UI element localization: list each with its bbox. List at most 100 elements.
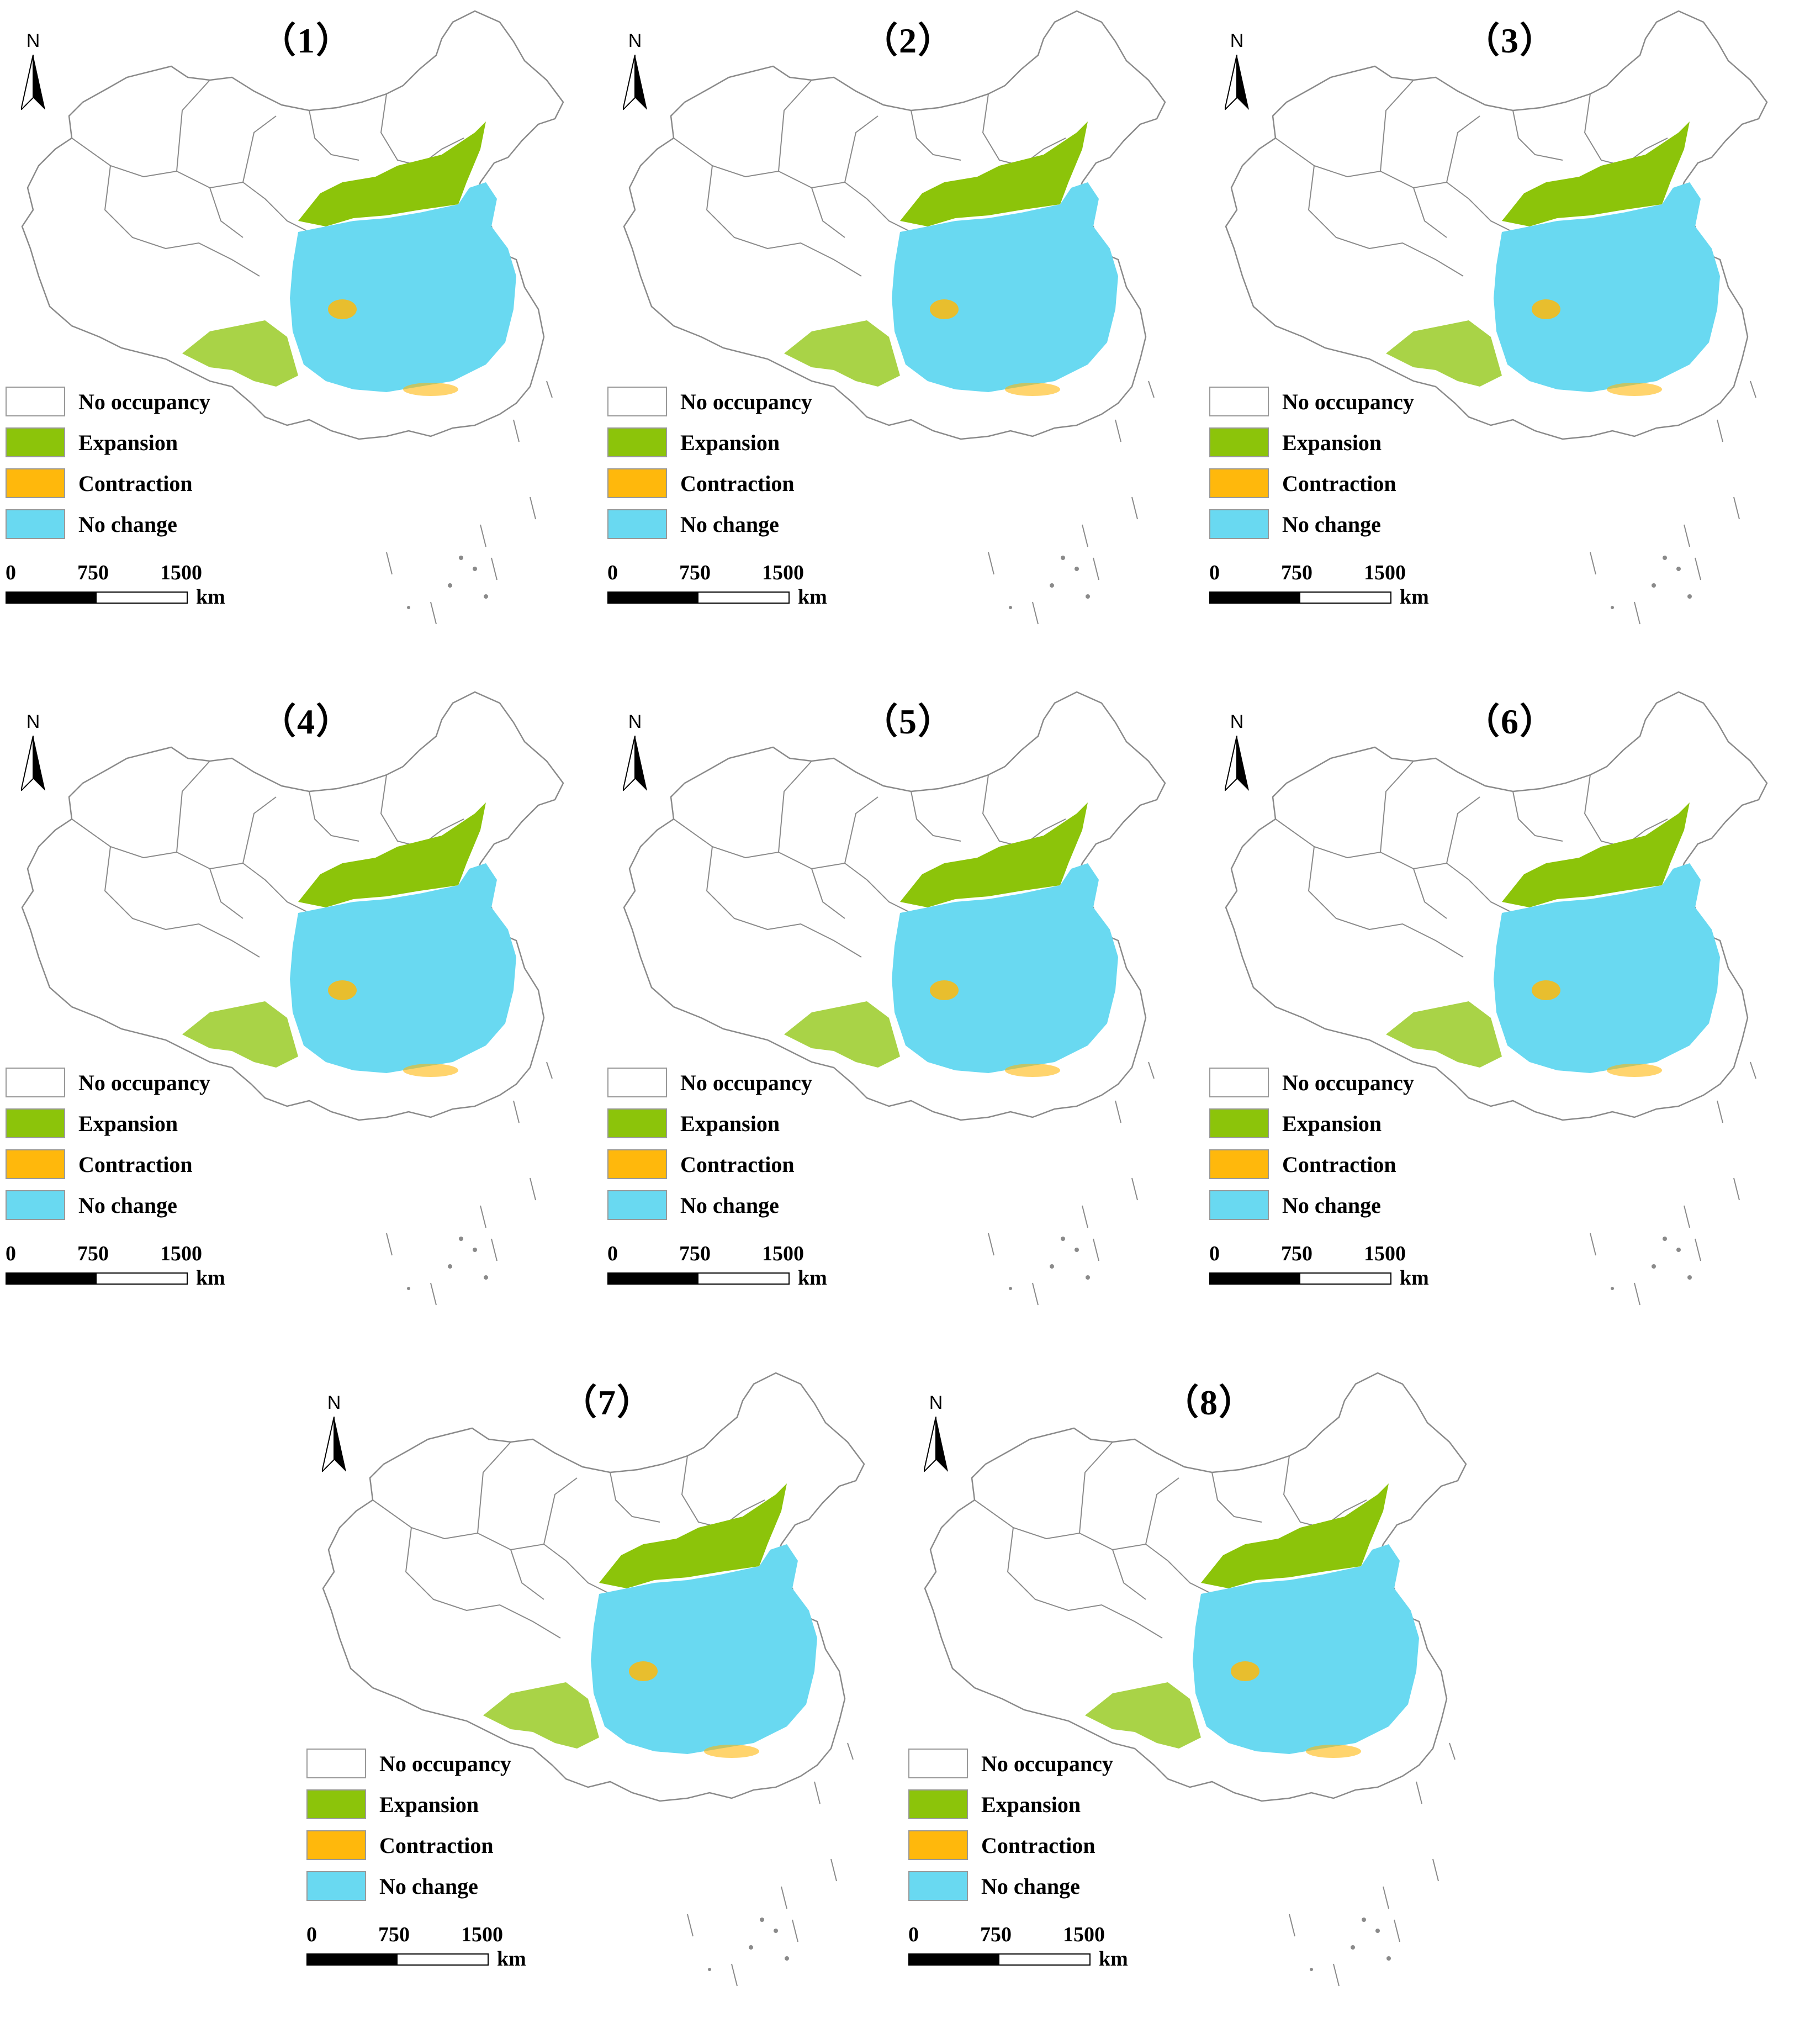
island xyxy=(1061,556,1065,560)
legend-label: No occupancy xyxy=(78,389,210,414)
no-change-area xyxy=(1193,1544,1419,1754)
legend-label: Expansion xyxy=(680,1111,780,1136)
contraction-patch xyxy=(1306,1745,1361,1758)
scale-bar-graphic xyxy=(306,1953,489,1966)
legend-label: No change xyxy=(1282,1193,1381,1218)
scale-bar: 0 750 1500 km xyxy=(306,1922,566,1972)
legend-label: Contraction xyxy=(1282,1152,1396,1177)
scale-tick: 1500 xyxy=(762,1242,804,1265)
legend-label: No change xyxy=(680,512,779,537)
legend-swatch xyxy=(908,1830,968,1860)
scale-tick: 750 xyxy=(679,561,711,584)
legend-swatch xyxy=(306,1789,366,1819)
scale-tick: 750 xyxy=(980,1923,1012,1946)
legend-label: No occupancy xyxy=(78,1070,210,1095)
island xyxy=(1375,1929,1380,1933)
scale-tick: 0 xyxy=(1209,561,1220,584)
scale-unit: km xyxy=(1400,585,1429,609)
island xyxy=(708,1968,711,1971)
north-arrow: N xyxy=(312,1392,356,1475)
north-arrow: N xyxy=(11,30,55,113)
contraction-patch xyxy=(629,1661,658,1681)
island xyxy=(1050,583,1054,588)
north-label: N xyxy=(628,711,642,732)
province-lines xyxy=(372,1441,765,1639)
legend-swatch xyxy=(6,427,65,457)
province-lines xyxy=(71,760,464,958)
north-arrow-icon xyxy=(21,736,45,791)
north-arrow: N xyxy=(613,30,657,113)
scale-tick: 1500 xyxy=(160,561,202,584)
island xyxy=(1663,1237,1667,1241)
legend-swatch xyxy=(6,1068,65,1097)
legend-swatch xyxy=(607,468,667,498)
scale-bar: 0 750 1500 km xyxy=(607,1242,867,1291)
expansion-area xyxy=(900,122,1088,226)
island xyxy=(1687,594,1692,599)
no-change-area xyxy=(290,182,516,392)
island xyxy=(407,606,410,609)
expansion-southwest xyxy=(1085,1682,1201,1749)
map-panel-1: （1） N No occupancy Expansion Contraction xyxy=(0,0,602,668)
legend-swatch xyxy=(607,1108,667,1138)
legend-label: Expansion xyxy=(680,430,780,455)
island-lines xyxy=(386,381,553,625)
legend-label: No change xyxy=(680,1193,779,1218)
contraction-patch xyxy=(1005,1064,1060,1077)
contraction-patch xyxy=(328,980,357,1000)
province-lines xyxy=(974,1441,1367,1639)
expansion-area xyxy=(599,1483,787,1588)
scale-unit: km xyxy=(196,1266,225,1290)
legend-swatch xyxy=(1209,387,1269,416)
contraction-patch xyxy=(1532,299,1560,319)
legend-label: Expansion xyxy=(78,1111,178,1136)
island xyxy=(1009,606,1012,609)
scale-bar: 0 750 1500 km xyxy=(6,1242,265,1291)
legend-label: No occupancy xyxy=(680,389,812,414)
legend-swatch xyxy=(6,1149,65,1179)
north-arrow-icon xyxy=(924,1417,948,1472)
legend-label: Contraction xyxy=(680,1152,795,1177)
legend-label: Contraction xyxy=(1282,471,1396,496)
legend-label: Contraction xyxy=(78,471,193,496)
contraction-patch xyxy=(704,1745,759,1758)
scale-bar-graphic xyxy=(6,591,188,604)
scale-tick: 0 xyxy=(306,1923,317,1946)
scale-tick: 0 xyxy=(908,1923,919,1946)
island xyxy=(473,1248,477,1252)
contraction-patch xyxy=(930,980,959,1000)
island xyxy=(1075,567,1079,571)
island xyxy=(1086,594,1090,599)
scale-bar: 0 750 1500 km xyxy=(607,561,867,610)
scale-tick: 1500 xyxy=(160,1242,202,1265)
expansion-area xyxy=(298,802,486,907)
scale-bar-graphic xyxy=(1209,591,1391,604)
island xyxy=(1687,1275,1692,1280)
north-arrow-icon xyxy=(1225,55,1249,110)
island xyxy=(1663,556,1667,560)
map-panel-6: （6） N No occupancy Expansion Contraction xyxy=(1204,681,1806,1349)
island xyxy=(1362,1918,1366,1922)
island xyxy=(448,583,452,588)
contraction-patch xyxy=(328,299,357,319)
scale-bar: 0 750 1500 km xyxy=(1209,1242,1469,1291)
scale-tick: 0 xyxy=(607,1242,618,1265)
island xyxy=(1652,1264,1656,1269)
north-arrow: N xyxy=(1215,30,1259,113)
contraction-patch xyxy=(1005,383,1060,396)
map-panel-2: （2） N No occupancy Expansion Contraction xyxy=(602,0,1204,668)
island xyxy=(1310,1968,1313,1971)
island xyxy=(459,1237,463,1241)
legend-swatch xyxy=(607,509,667,539)
legend-label: Contraction xyxy=(379,1833,494,1858)
legend-swatch xyxy=(1209,509,1269,539)
panel-title: （5） xyxy=(862,702,954,741)
legend-swatch xyxy=(1209,1149,1269,1179)
legend-swatch xyxy=(1209,1068,1269,1097)
scale-tick: 0 xyxy=(1209,1242,1220,1265)
north-label: N xyxy=(1230,711,1244,732)
legend-swatch xyxy=(1209,427,1269,457)
north-arrow: N xyxy=(914,1392,958,1475)
scale-tick: 0 xyxy=(6,561,16,584)
map-canvas xyxy=(1225,691,1768,1306)
